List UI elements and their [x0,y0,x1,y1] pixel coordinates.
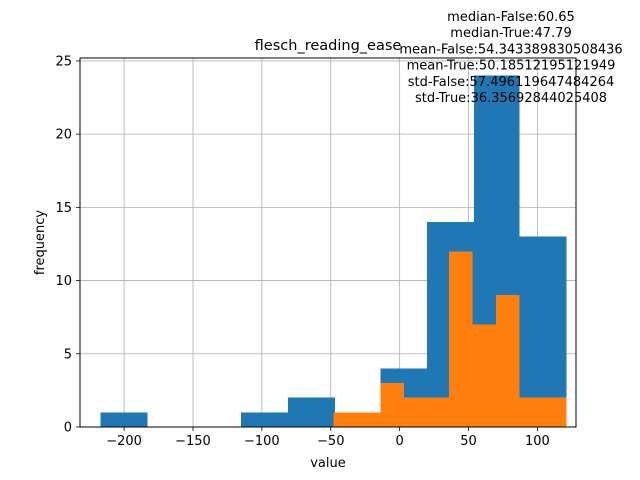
y-axis-label: frequency [33,210,48,276]
x-tick-label: −200 [106,434,142,449]
plot-frame [79,57,577,428]
histogram-bar-series-1 [519,397,543,427]
histogram-bar-series-1 [333,412,357,427]
x-tick-label: −50 [317,434,344,449]
histogram-bar-series-1 [403,397,428,427]
y-tick-label: 10 [55,274,72,289]
x-tick-label: −150 [175,434,211,449]
histogram-bar-series-1 [380,383,404,427]
y-tick-label: 20 [55,128,72,143]
chart-title: flesch_reading_ease [255,38,402,54]
stats-line: mean-True:50.18512195121949 [407,59,616,74]
histogram-bar-series-0 [288,397,335,427]
histogram-bar-series-0 [100,412,148,427]
histogram-bar-series-0 [241,412,289,427]
histogram-bars [100,75,567,428]
x-tick-label: 0 [396,434,404,449]
stats-line: std-False:57.496119647484264 [408,75,615,90]
histogram-bar-series-1 [542,397,567,427]
x-tick-label: −100 [244,434,280,449]
stats-line: median-True:47.79 [450,26,571,41]
x-axis-label: value [310,456,346,471]
axis-ticks: −200 −150 −100 −50 0 50 100 0 5 10 15 20 25 [55,54,549,449]
x-tick-label: 100 [525,434,550,449]
stats-line: median-False:60.65 [447,10,575,25]
stats-line: mean-False:54.343389830508436 [399,42,622,57]
y-tick-label: 0 [64,421,72,436]
histogram-bar-series-1 [356,412,381,427]
histogram-bar-series-1 [496,295,520,427]
y-tick-label: 5 [64,347,72,362]
histogram-bar-series-0 [519,236,567,427]
y-tick-label: 25 [55,54,72,69]
histogram-bar-series-1 [427,397,450,427]
x-tick-label: 50 [460,434,477,449]
stats-line: std-True:36.35692844025408 [415,91,607,106]
histogram-bar-series-1 [472,324,497,427]
y-tick-label: 15 [55,201,72,216]
histogram-bar-series-1 [449,251,473,427]
stats-annotation: median-False:60.65median-True:47.79mean-… [399,10,622,106]
